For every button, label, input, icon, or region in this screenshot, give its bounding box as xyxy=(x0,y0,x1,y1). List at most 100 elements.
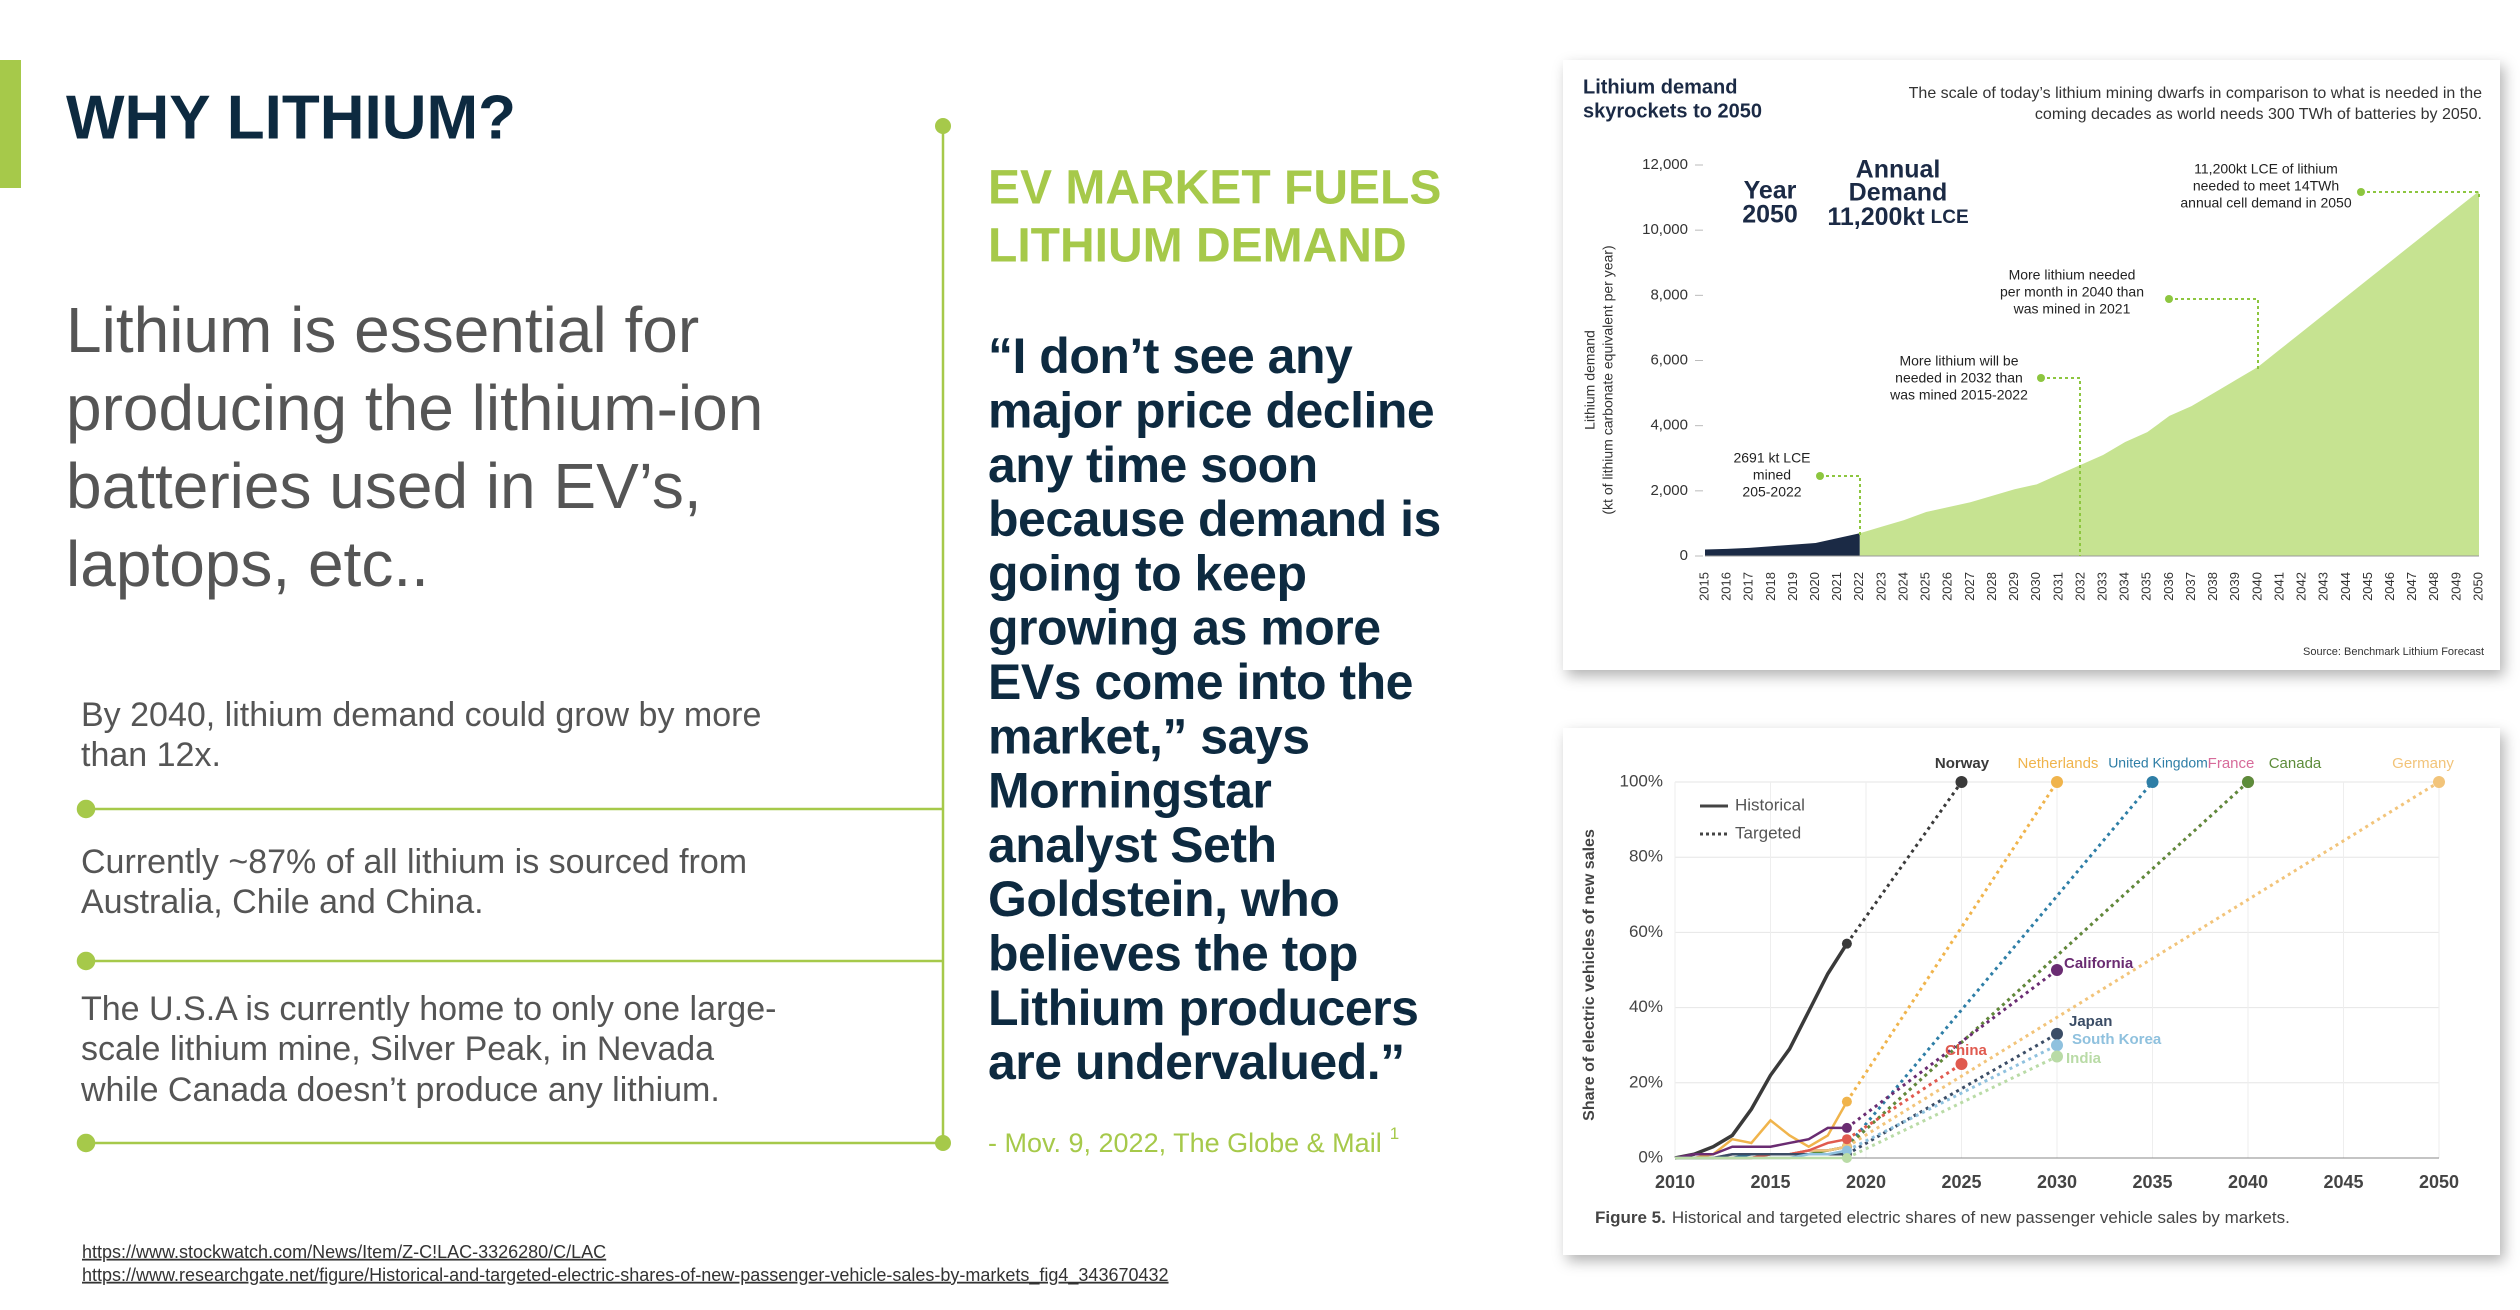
x-tick-label: 2050 xyxy=(2470,572,2485,601)
annotation: needed to meet 14TWh xyxy=(2193,178,2339,194)
quote-line: Lithium producers xyxy=(988,980,1418,1036)
x-tick-label: 2015 xyxy=(1750,1172,1790,1192)
annotation-leader xyxy=(1820,475,1861,538)
annotation: 11,200kt LCE of lithium xyxy=(2194,161,2338,177)
area xyxy=(1705,533,1860,556)
quote-line: Goldstein, who xyxy=(988,871,1339,927)
chart-title: Lithium demand xyxy=(1583,76,1737,98)
x-tick-label: 2020 xyxy=(1846,1172,1886,1192)
target-point xyxy=(2242,776,2254,788)
y-tick-label: 8,000 xyxy=(1650,286,1688,303)
quote-line: “I don’t see any xyxy=(988,328,1353,384)
x-tick-label: 2038 xyxy=(2205,572,2220,601)
separator-dot xyxy=(76,799,96,819)
fact-line: while Canada doesn’t produce any lithium… xyxy=(80,1071,720,1109)
target-point xyxy=(2051,1050,2063,1063)
intro-line: producing the lithium-ion xyxy=(66,372,763,444)
fact-line: By 2040, lithium demand could grow by mo… xyxy=(81,696,761,734)
attribution-text: - Mov. 9, 2022, The Globe & Mail xyxy=(988,1128,1382,1158)
y-tick-label: 100% xyxy=(1620,771,1663,790)
x-tick-label: 2045 xyxy=(2360,572,2375,601)
x-tick-label: 2023 xyxy=(1873,572,1888,601)
quote-line: any time soon xyxy=(988,437,1318,493)
chart-caption: Figure 5. Historical and targeted electri… xyxy=(1595,1208,2290,1227)
annotation-dot xyxy=(2165,295,2173,303)
attribution: - Mov. 9, 2022, The Globe & Mail 1 xyxy=(988,1124,1399,1158)
x-tick-label: 2030 xyxy=(2037,1172,2077,1192)
highlight-label: Year xyxy=(1744,177,1797,205)
annotation: per month in 2040 than xyxy=(2000,284,2144,300)
quote-line: Morningstar xyxy=(988,763,1271,819)
caption-text: Historical and targeted electric shares … xyxy=(1672,1208,2290,1227)
x-tick-label: 2044 xyxy=(2338,572,2353,601)
annotation: 205-2022 xyxy=(1742,484,1801,500)
annotation: More lithium needed xyxy=(2009,267,2136,283)
fact-line: The U.S.A is currently home to only one … xyxy=(81,990,776,1028)
series-label: United Kingdom xyxy=(2108,755,2208,771)
x-tick-label: 2020 xyxy=(1807,572,1822,601)
annotation-dot xyxy=(2037,374,2045,382)
x-tick-label: 2049 xyxy=(2448,572,2463,601)
fact-line: than 12x. xyxy=(81,736,221,774)
target-line xyxy=(1846,1062,1963,1141)
annotation: annual cell demand in 2050 xyxy=(2180,195,2351,211)
slide-title: WHY LITHIUM? xyxy=(66,83,516,152)
x-tick-label: 2040 xyxy=(2228,1172,2268,1192)
chart-title: skyrockets to 2050 xyxy=(1583,100,1762,122)
target-line xyxy=(1845,781,1963,945)
y-tick-label: 4,000 xyxy=(1650,417,1688,434)
x-tick-label: 2037 xyxy=(2183,572,2198,601)
series-label: Japan xyxy=(2069,1013,2112,1030)
history-point xyxy=(1841,1145,1852,1156)
source-link: https://www.researchgate.net/figure/Hist… xyxy=(82,1265,1169,1286)
quote-line: are undervalued.” xyxy=(988,1034,1405,1090)
highlight-value: 11,200kt xyxy=(1827,203,1925,231)
target-line xyxy=(1845,781,2059,1103)
x-tick-label: 2034 xyxy=(2117,572,2132,601)
x-tick-label: 2025 xyxy=(1941,1172,1981,1192)
series-label: Norway xyxy=(1935,755,1990,772)
x-tick-label: 2022 xyxy=(1851,572,1866,601)
target-point xyxy=(2051,964,2063,976)
quote-line: market,” says xyxy=(988,708,1310,764)
fact-line: Australia, Chile and China. xyxy=(81,883,484,921)
series-label: India xyxy=(2066,1050,2102,1067)
x-tick-label: 2030 xyxy=(2028,572,2043,601)
chart-subtitle: coming decades as world needs 300 TWh of… xyxy=(2035,106,2482,123)
section-heading: LITHIUM DEMAND xyxy=(988,220,1407,273)
y-axis-label: Share of electric vehicles of new sales xyxy=(1581,829,1598,1121)
annotation: was mined in 2021 xyxy=(2013,301,2131,317)
x-tick-label: 2045 xyxy=(2323,1172,2363,1192)
x-tick-label: 2042 xyxy=(2294,572,2309,601)
history-point xyxy=(1841,1134,1852,1145)
x-tick-label: 2041 xyxy=(2271,572,2286,601)
x-tick-label: 2040 xyxy=(2249,572,2264,601)
x-tick-label: 2021 xyxy=(1829,572,1844,601)
quote-line: believes the top xyxy=(988,926,1358,982)
series-label: Netherlands xyxy=(2018,755,2099,772)
x-tick-label: 2046 xyxy=(2382,572,2397,601)
annotation: needed in 2032 than xyxy=(1895,370,2023,386)
y-tick-label: 0 xyxy=(1680,547,1688,564)
x-tick-label: 2010 xyxy=(1655,1172,1695,1192)
y-tick-label: 12,000 xyxy=(1642,156,1688,173)
target-line xyxy=(1846,1032,2058,1156)
x-tick-label: 2024 xyxy=(1895,572,1910,601)
series-label: France xyxy=(2208,755,2255,772)
history-line xyxy=(1674,1126,1847,1160)
series-label: China xyxy=(1945,1042,1987,1059)
x-tick-label: 2032 xyxy=(2072,572,2087,601)
quote-line: because demand is xyxy=(988,491,1441,547)
y-tick-label: 60% xyxy=(1629,922,1663,941)
target-point xyxy=(1955,776,1968,788)
x-tick-label: 2019 xyxy=(1785,572,1800,601)
accent-bar xyxy=(0,60,21,188)
x-tick-label: 2018 xyxy=(1763,572,1778,601)
intro-line: Lithium is essential for xyxy=(66,294,699,366)
x-tick-label: 2035 xyxy=(2139,572,2154,601)
x-tick-label: 2036 xyxy=(2161,572,2176,601)
highlight-label: 2050 xyxy=(1742,201,1798,229)
intro-line: batteries used in EV’s, xyxy=(66,450,702,522)
x-tick-label: 2026 xyxy=(1940,572,1955,601)
